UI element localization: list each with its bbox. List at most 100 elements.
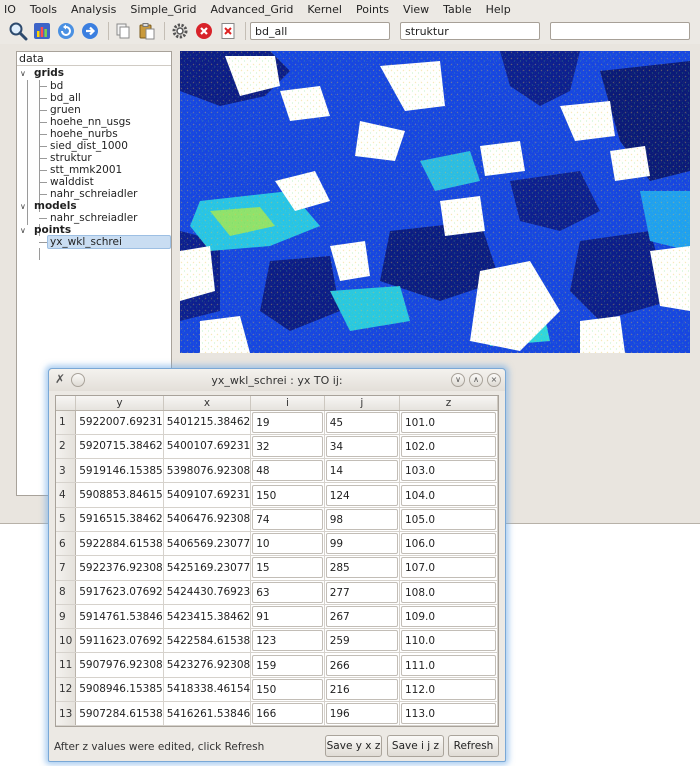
table-cell[interactable]: 34 [324, 434, 400, 460]
menu-view[interactable]: View [403, 2, 430, 16]
menu-simple-grid[interactable]: Simple_Grid [130, 2, 197, 16]
table-cell[interactable]: 123 [250, 628, 325, 654]
table-cell[interactable]: 216 [324, 677, 400, 703]
table-cell[interactable]: 102.0 [399, 434, 498, 460]
table-cell[interactable]: 259 [324, 628, 400, 654]
tree-item-walddist[interactable]: walddist [50, 176, 94, 188]
table-cell[interactable]: 113.0 [399, 701, 498, 726]
row-number[interactable]: 9 [56, 604, 77, 630]
tree-item-bd[interactable]: bd [50, 80, 64, 92]
table-cell[interactable]: 10 [250, 531, 325, 557]
table-cell[interactable]: 5922884.61538 [75, 531, 164, 557]
row-number[interactable]: 13 [56, 701, 77, 726]
menu-table[interactable]: Table [443, 2, 472, 16]
table-cell[interactable]: 159 [250, 652, 325, 678]
table-cell[interactable]: 267 [324, 604, 400, 630]
cell-value[interactable]: 98 [325, 508, 398, 530]
dialog-menu-icon[interactable] [71, 373, 85, 387]
tree-group-models[interactable]: models [34, 200, 77, 212]
table-cell[interactable]: 109.0 [399, 604, 498, 630]
row-number[interactable]: 12 [56, 677, 77, 703]
table-cell[interactable]: 99 [324, 531, 400, 557]
cell-value[interactable]: 111.0 [400, 654, 496, 676]
table-cell[interactable]: 108.0 [399, 580, 498, 605]
table-cell[interactable]: 5907976.92308 [75, 652, 164, 678]
cell-value[interactable]: 15 [252, 557, 323, 579]
table-cell[interactable]: 5920715.38462 [75, 434, 164, 460]
cell-value[interactable]: 10 [252, 533, 323, 555]
column-header-i[interactable]: i [250, 396, 325, 411]
table-cell[interactable]: 5422584.61538 [163, 628, 252, 654]
tree-item-sied-dist-1000[interactable]: sied_dist_1000 [50, 140, 128, 152]
collapse-arrow-icon[interactable]: ∨ [20, 226, 26, 235]
refresh-button[interactable]: Refresh [448, 735, 499, 757]
zoom-icon[interactable] [8, 20, 29, 42]
save-ijz-button[interactable]: Save i j z [387, 735, 444, 757]
copy-icon[interactable] [113, 20, 134, 42]
cell-value[interactable]: 74 [252, 508, 323, 530]
refresh-icon[interactable] [56, 20, 77, 42]
row-number[interactable]: 8 [56, 580, 77, 605]
table-cell[interactable]: 285 [324, 555, 400, 581]
table-cell[interactable]: 5917623.07692 [75, 580, 164, 605]
cell-value[interactable]: 101.0 [400, 411, 496, 433]
cell-value[interactable]: 108.0 [400, 581, 496, 603]
table-cell[interactable]: 104.0 [399, 482, 498, 508]
cell-value[interactable]: 91 [252, 606, 323, 628]
column-header-y[interactable]: y [75, 396, 164, 411]
cell-value[interactable]: 103.0 [400, 460, 496, 482]
column-header-z[interactable]: z [399, 396, 498, 411]
menu-analysis[interactable]: Analysis [71, 2, 117, 16]
cell-value[interactable]: 259 [325, 630, 398, 652]
dialog-titlebar[interactable]: ✗ yx_wkl_schrei : yx TO ij: ∨ ∧ × [49, 369, 505, 391]
table-cell[interactable]: 5400107.69231 [163, 434, 252, 460]
tree-item-nahr-schreiadler[interactable]: nahr_schreiadler [50, 188, 138, 200]
cell-value[interactable]: 159 [252, 654, 323, 676]
collapse-arrow-icon[interactable]: ∨ [20, 69, 26, 78]
tree-group-grids[interactable]: grids [34, 67, 65, 79]
cell-value[interactable]: 109.0 [400, 606, 496, 628]
row-number[interactable]: 1 [56, 410, 77, 435]
table-cell[interactable]: 5416261.53846 [163, 701, 252, 726]
paste-icon[interactable] [136, 20, 157, 42]
cell-value[interactable]: 266 [325, 654, 398, 676]
cell-value[interactable]: 196 [325, 703, 398, 725]
table-cell[interactable]: 5425169.23077 [163, 555, 252, 581]
table-cell[interactable]: 5922376.92308 [75, 555, 164, 581]
cell-value[interactable]: 166 [252, 703, 323, 725]
cell-value[interactable]: 32 [252, 435, 323, 457]
table-cell[interactable]: 277 [324, 580, 400, 605]
grid-field[interactable] [250, 22, 391, 40]
menu-tools[interactable]: Tools [29, 2, 58, 16]
table-cell[interactable]: 5418338.46154 [163, 677, 252, 703]
menu-io[interactable]: IO [4, 2, 16, 16]
table-cell[interactable]: 74 [250, 507, 325, 532]
cell-value[interactable]: 104.0 [400, 484, 496, 506]
table-cell[interactable]: 5423276.92308 [163, 652, 252, 678]
table-cell[interactable]: 5406476.92308 [163, 507, 252, 532]
cell-value[interactable]: 110.0 [400, 630, 496, 652]
table-cell[interactable]: 106.0 [399, 531, 498, 557]
row-number[interactable]: 10 [56, 628, 77, 654]
tree-item-hoehe-nurbs[interactable]: hoehe_nurbs [50, 128, 118, 140]
tree-item-struktur[interactable]: struktur [50, 152, 92, 164]
table-cell[interactable]: 105.0 [399, 507, 498, 532]
table-cell[interactable]: 5908853.84615 [75, 482, 164, 508]
table-cell[interactable]: 5409107.69231 [163, 482, 252, 508]
table-cell[interactable]: 5922007.69231 [75, 410, 164, 435]
column-header-j[interactable]: j [324, 396, 400, 411]
menu-kernel[interactable]: Kernel [307, 2, 342, 16]
cell-value[interactable]: 106.0 [400, 533, 496, 555]
table-cell[interactable]: 98 [324, 507, 400, 532]
tree-item-stt-mmk2001[interactable]: stt_mmk2001 [50, 164, 123, 176]
table-cell[interactable]: 166 [250, 701, 325, 726]
tree-item-gruen[interactable]: gruen [50, 104, 81, 116]
table-cell[interactable]: 107.0 [399, 555, 498, 581]
settings-icon[interactable] [169, 20, 190, 42]
table-cell[interactable]: 91 [250, 604, 325, 630]
app-close-x-icon[interactable]: ✗ [55, 372, 66, 386]
table-cell[interactable]: 266 [324, 652, 400, 678]
cell-value[interactable]: 113.0 [400, 703, 496, 725]
table-cell[interactable]: 5423415.38462 [163, 604, 252, 630]
table-cell[interactable]: 150 [250, 677, 325, 703]
